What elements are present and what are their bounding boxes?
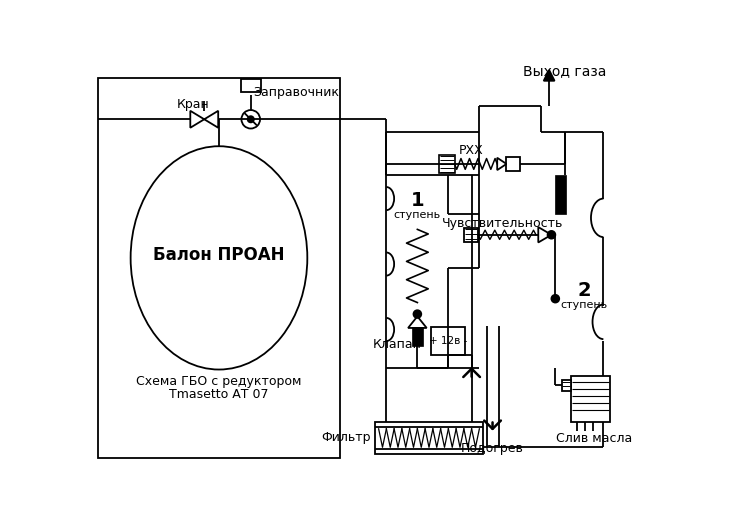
Text: Кран: Кран bbox=[176, 98, 209, 111]
Circle shape bbox=[551, 295, 559, 303]
Bar bbox=[98, 78, 340, 458]
Bar bbox=[412, 327, 423, 346]
Text: РХХ: РХХ bbox=[459, 144, 484, 156]
Circle shape bbox=[548, 231, 556, 239]
Bar bbox=[556, 176, 566, 214]
Text: ступень: ступень bbox=[394, 210, 441, 220]
Text: 2: 2 bbox=[577, 281, 591, 301]
Text: Фильтр: Фильтр bbox=[321, 431, 371, 444]
Bar bbox=[506, 157, 520, 171]
Polygon shape bbox=[408, 317, 427, 328]
Text: Tmasetto АТ 07: Tmasetto АТ 07 bbox=[169, 388, 269, 402]
Text: Подогрев: Подогрев bbox=[461, 442, 524, 455]
Polygon shape bbox=[538, 227, 551, 243]
Polygon shape bbox=[544, 70, 554, 81]
Text: Чувствительность: Чувствительность bbox=[442, 217, 563, 230]
Circle shape bbox=[414, 310, 421, 318]
Text: Выход газа: Выход газа bbox=[523, 64, 606, 79]
Bar bbox=[439, 155, 454, 173]
Polygon shape bbox=[204, 111, 218, 128]
Bar bbox=[375, 422, 483, 454]
Bar bbox=[464, 228, 478, 242]
Polygon shape bbox=[190, 111, 204, 128]
Text: Клапан: Клапан bbox=[373, 338, 421, 352]
Bar bbox=[240, 79, 261, 93]
Text: 1: 1 bbox=[411, 192, 424, 210]
Text: + 12в -: + 12в - bbox=[429, 336, 467, 346]
Polygon shape bbox=[497, 158, 506, 170]
Circle shape bbox=[248, 116, 254, 122]
Text: Слив масла: Слив масла bbox=[556, 433, 632, 445]
Text: Схема ГБО с редуктором: Схема ГБО с редуктором bbox=[136, 375, 302, 388]
Text: Заправочник: Заправочник bbox=[253, 86, 339, 99]
Text: ступень: ступень bbox=[560, 300, 608, 310]
Bar bbox=[571, 376, 609, 422]
Bar bbox=[431, 327, 465, 355]
Text: Балон ПРОАН: Балон ПРОАН bbox=[153, 246, 284, 264]
Bar bbox=[562, 379, 571, 391]
